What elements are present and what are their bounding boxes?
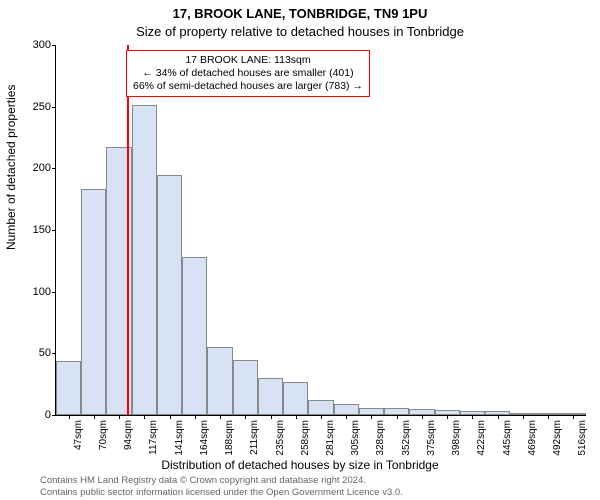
y-tick-label: 250 [21, 101, 51, 113]
x-tick-label: 164sqm [199, 420, 210, 468]
x-tick-mark [94, 415, 95, 419]
y-tick-label: 0 [21, 409, 51, 421]
y-tick-label: 300 [21, 39, 51, 51]
callout-line: ← 34% of detached houses are smaller (40… [133, 67, 363, 80]
y-tick-mark [52, 168, 56, 169]
y-tick-mark [52, 353, 56, 354]
histogram-bar [334, 404, 359, 415]
histogram-bar [207, 347, 232, 415]
footer-attribution: Contains HM Land Registry data © Crown c… [40, 475, 403, 498]
x-tick-label: 516sqm [577, 420, 588, 468]
histogram-bar [384, 408, 409, 415]
x-tick-label: 47sqm [73, 420, 84, 468]
x-tick-mark [422, 415, 423, 419]
x-tick-label: 422sqm [476, 420, 487, 468]
x-tick-mark [472, 415, 473, 419]
chart-title-address: 17, BROOK LANE, TONBRIDGE, TN9 1PU [0, 6, 600, 21]
x-tick-mark [548, 415, 549, 419]
footer-line-2: Contains public sector information licen… [40, 487, 403, 498]
plot-area: 05010015020025030047sqm70sqm94sqm117sqm1… [55, 45, 586, 416]
x-tick-label: 492sqm [552, 420, 563, 468]
x-tick-mark [69, 415, 70, 419]
y-tick-mark [52, 415, 56, 416]
histogram-bar [132, 105, 157, 415]
y-axis-label: Number of detached properties [4, 85, 18, 250]
x-tick-mark [321, 415, 322, 419]
x-tick-mark [271, 415, 272, 419]
x-tick-label: 141sqm [174, 420, 185, 468]
bars-group [56, 45, 586, 415]
x-tick-mark [371, 415, 372, 419]
callout-line: 17 BROOK LANE: 113sqm [133, 54, 363, 67]
histogram-bar [81, 189, 106, 415]
x-tick-mark [220, 415, 221, 419]
x-tick-label: 469sqm [527, 420, 538, 468]
x-tick-mark [346, 415, 347, 419]
callout-line: 66% of semi-detached houses are larger (… [133, 80, 363, 93]
x-tick-mark [119, 415, 120, 419]
x-tick-label: 70sqm [98, 420, 109, 468]
x-tick-label: 305sqm [350, 420, 361, 468]
x-tick-mark [144, 415, 145, 419]
x-tick-mark [397, 415, 398, 419]
histogram-bar [258, 378, 283, 415]
footer-line-1: Contains HM Land Registry data © Crown c… [40, 475, 403, 486]
x-tick-mark [498, 415, 499, 419]
x-tick-label: 328sqm [375, 420, 386, 468]
histogram-bar [56, 361, 81, 415]
property-marker-line [127, 45, 129, 415]
x-tick-label: 117sqm [148, 420, 159, 468]
y-tick-label: 50 [21, 347, 51, 359]
y-tick-mark [52, 107, 56, 108]
y-tick-label: 100 [21, 286, 51, 298]
histogram-bar [283, 382, 308, 415]
x-tick-mark [245, 415, 246, 419]
x-tick-label: 211sqm [249, 420, 260, 468]
chart-container: 17, BROOK LANE, TONBRIDGE, TN9 1PU Size … [0, 0, 600, 500]
x-tick-label: 445sqm [502, 420, 513, 468]
property-callout: 17 BROOK LANE: 113sqm← 34% of detached h… [126, 50, 370, 97]
x-tick-mark [296, 415, 297, 419]
histogram-bar [182, 257, 207, 415]
y-tick-label: 150 [21, 224, 51, 236]
histogram-bar [157, 175, 182, 416]
y-tick-mark [52, 230, 56, 231]
x-tick-mark [195, 415, 196, 419]
x-tick-label: 94sqm [123, 420, 134, 468]
x-tick-mark [170, 415, 171, 419]
x-tick-label: 188sqm [224, 420, 235, 468]
x-tick-label: 375sqm [426, 420, 437, 468]
x-tick-mark [447, 415, 448, 419]
x-tick-label: 235sqm [275, 420, 286, 468]
histogram-bar [308, 400, 333, 415]
y-tick-mark [52, 292, 56, 293]
x-tick-label: 398sqm [451, 420, 462, 468]
y-tick-mark [52, 45, 56, 46]
x-tick-label: 281sqm [325, 420, 336, 468]
x-tick-label: 258sqm [300, 420, 311, 468]
histogram-bar [233, 360, 258, 416]
y-tick-label: 200 [21, 162, 51, 174]
x-tick-mark [573, 415, 574, 419]
histogram-bar [359, 408, 384, 415]
chart-title-desc: Size of property relative to detached ho… [0, 24, 600, 39]
x-tick-mark [523, 415, 524, 419]
x-tick-label: 352sqm [401, 420, 412, 468]
